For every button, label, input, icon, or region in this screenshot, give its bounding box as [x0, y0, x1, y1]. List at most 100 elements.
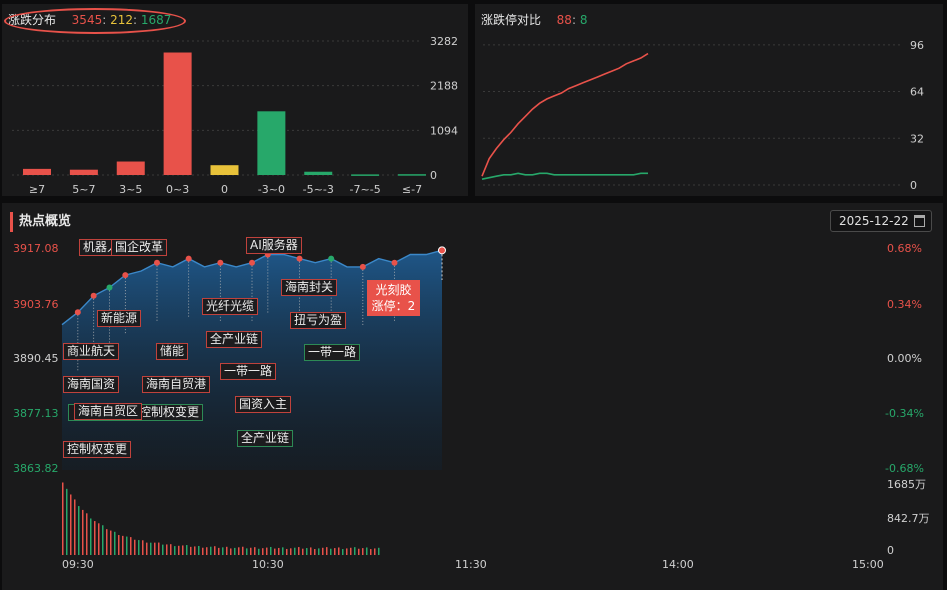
volume-bar	[126, 536, 128, 555]
x-tick-label: ≥7	[29, 183, 45, 196]
volume-bar	[298, 547, 300, 555]
volume-bar	[358, 548, 360, 555]
hot-tag[interactable]: 国企改革	[111, 239, 168, 256]
volume-bar	[318, 548, 320, 555]
volume-bar	[378, 547, 380, 555]
bar	[23, 168, 51, 175]
hot-tag[interactable]: 一带一路	[304, 344, 361, 361]
callout-count: 涨停：2	[371, 299, 416, 313]
hotspot-chart	[61, 246, 446, 555]
x-tick-0930: 09:30	[62, 558, 94, 571]
volume-bar	[138, 540, 140, 555]
hot-tag[interactable]: 一带一路	[220, 363, 277, 380]
pct-label-top: 0.68%	[887, 242, 922, 255]
hot-tag[interactable]: 海南自贸港	[142, 376, 211, 393]
bar	[398, 174, 426, 176]
y-label-top: 3917.08	[13, 242, 59, 255]
date-value: 2025-12-22	[839, 214, 909, 228]
volume-bar	[234, 547, 236, 555]
volume-bar	[142, 540, 144, 555]
volume-label-mid: 842.7万	[887, 512, 930, 525]
hot-tag[interactable]: 控制权变更	[63, 441, 132, 458]
x-tick-label: 3~5	[119, 183, 142, 196]
volume-bar	[90, 518, 92, 555]
x-tick-1130: 11:30	[455, 558, 487, 571]
y-tick-label: 64	[910, 86, 924, 99]
y-label-mid: 3890.45	[13, 352, 59, 365]
volume-bar	[194, 546, 196, 555]
x-tick-label: -3~0	[258, 183, 285, 196]
volume-bar	[282, 547, 284, 555]
x-tick-label: 0	[221, 183, 228, 196]
calendar-icon[interactable]	[914, 215, 925, 227]
highlight-ellipse	[4, 8, 186, 34]
y-label-bottom: 3863.82	[13, 462, 59, 475]
hot-tag[interactable]: AI服务器	[246, 237, 302, 254]
volume-bar	[342, 549, 344, 555]
hot-tag[interactable]: 储能	[156, 343, 189, 360]
volume-bar	[274, 548, 276, 555]
y-tick-label: 0	[430, 169, 437, 182]
event-dot	[249, 259, 255, 266]
hot-tag[interactable]: 海南自贸区	[74, 403, 143, 420]
bar	[116, 161, 145, 175]
hot-tag[interactable]: 海南封关	[281, 279, 338, 296]
volume-bar	[150, 542, 152, 555]
event-dot	[391, 259, 398, 266]
volume-bar	[210, 546, 212, 555]
y-tick-label: 96	[910, 39, 924, 52]
volume-bar	[366, 547, 368, 555]
limit-chart: 96 64 32 0	[481, 39, 924, 192]
volume-bar	[98, 523, 100, 555]
hot-tag[interactable]: 全产业链	[206, 331, 263, 348]
hot-tag[interactable]: 商业航天	[63, 343, 120, 360]
volume-bar	[182, 545, 184, 555]
volume-bar	[62, 482, 64, 555]
volume-bar	[322, 547, 324, 555]
hotspot-panel: 热点概览 2025-12-22 3917.08 3903.76 3890.45 …	[2, 203, 943, 590]
event-dot	[328, 255, 335, 262]
volume-bar	[314, 549, 316, 555]
volume-bar	[134, 539, 136, 555]
volume-bar	[154, 542, 156, 555]
volume-bar	[230, 548, 232, 555]
hot-tag[interactable]: 扭亏为盈	[290, 312, 347, 329]
volume-label-zero: 0	[887, 544, 894, 557]
x-tick-label: ≤-7	[402, 183, 422, 196]
volume-bar	[362, 548, 364, 555]
volume-bar	[130, 537, 132, 555]
volume-bar	[190, 546, 192, 555]
volume-bar	[286, 548, 288, 555]
bar	[351, 174, 380, 176]
current-dot	[438, 246, 446, 255]
volume-bar	[250, 547, 252, 555]
photoresist-callout[interactable]: 光刻胶 涨停：2	[367, 280, 420, 316]
limit-title: 涨跌停对比	[481, 13, 542, 27]
volume-bar	[374, 548, 376, 555]
volume-bar	[330, 548, 332, 555]
hot-tag[interactable]: 海南国资	[63, 376, 120, 393]
volume-bar	[290, 548, 292, 555]
date-picker[interactable]: 2025-12-22	[830, 210, 932, 232]
hot-tag[interactable]: 新能源	[97, 310, 142, 327]
hot-tag[interactable]: 全产业链	[237, 430, 294, 447]
volume-bar	[246, 548, 248, 555]
volume-bar	[106, 529, 108, 555]
hotspot-title: 热点概览	[10, 212, 71, 232]
event-dot	[296, 255, 303, 262]
volume-bar	[86, 513, 88, 555]
volume-bar	[170, 544, 172, 555]
y-tick-label: 1094	[430, 124, 458, 137]
volume-bar	[174, 546, 176, 555]
y-tick-label: 32	[910, 132, 924, 145]
y-tick-label: 0	[910, 179, 917, 192]
volume-bar	[186, 545, 188, 555]
hot-tag[interactable]: 光纤光缆	[202, 298, 259, 315]
volume-bar	[206, 547, 208, 555]
volume-bar	[242, 546, 244, 555]
volume-bar	[146, 542, 148, 555]
volume-bar	[66, 488, 68, 555]
volume-bar	[74, 499, 76, 555]
hot-tag[interactable]: 国资入主	[235, 396, 292, 413]
volume-bar	[118, 535, 120, 555]
